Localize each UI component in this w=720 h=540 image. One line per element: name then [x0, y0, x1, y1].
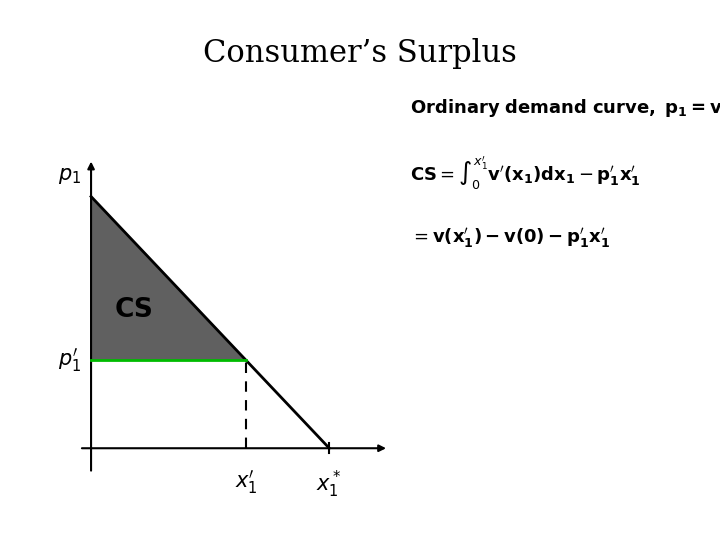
Text: $x_1'$: $x_1'$ [235, 468, 257, 496]
Polygon shape [91, 197, 246, 360]
Text: CS: CS [114, 297, 153, 323]
Text: $= \mathbf{v(x_1') - v(0) - p_1'x_1'}$: $= \mathbf{v(x_1') - v(0) - p_1'x_1'}$ [410, 226, 611, 249]
Text: $\mathbf{CS} = \int_0^{x_1'} \mathbf{v'(x_1)dx_1} - \mathbf{p_1'x_1'}$: $\mathbf{CS} = \int_0^{x_1'} \mathbf{v'(… [410, 154, 641, 192]
Text: $p_1$: $p_1$ [58, 166, 81, 186]
Text: $x_1^*$: $x_1^*$ [317, 468, 342, 500]
Text: $p_1'$: $p_1'$ [58, 346, 81, 374]
Text: Consumer’s Surplus: Consumer’s Surplus [203, 38, 517, 69]
Text: $\bf{Ordinary\ demand\ curve,}\ p_1 = \mathbf{v'(x_1)}$: $\bf{Ordinary\ demand\ curve,}\ p_1 = \m… [410, 97, 720, 119]
